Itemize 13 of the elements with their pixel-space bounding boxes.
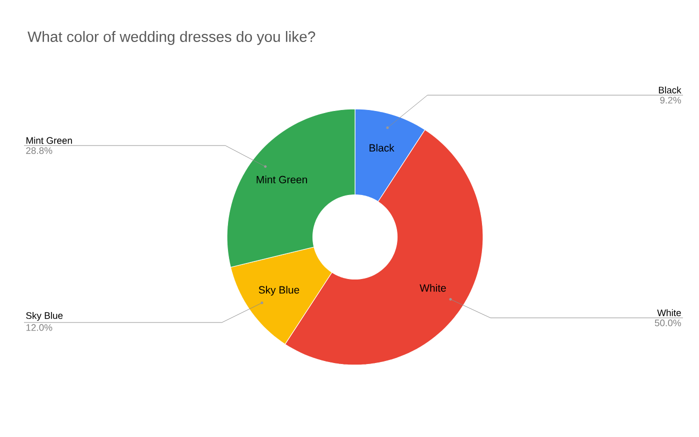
slice-label: Black	[370, 144, 394, 152]
data-label: 12.0%	[26, 324, 52, 331]
slice-label: White	[420, 284, 446, 292]
data-label: 9.2%	[660, 96, 681, 104]
chart-title: What color of wedding dresses do you like?	[28, 31, 316, 45]
slice-label: Mint Green	[26, 136, 72, 144]
data-label: 28.8%	[26, 147, 52, 154]
slice-label: Sky Blue	[26, 312, 63, 321]
data-label: 50.0%	[654, 320, 681, 326]
slice-label: White	[657, 309, 681, 316]
slice-label: Sky Blue	[258, 286, 300, 296]
slice-label: Black	[658, 86, 682, 94]
slice-label: Mint Green	[256, 176, 307, 184]
